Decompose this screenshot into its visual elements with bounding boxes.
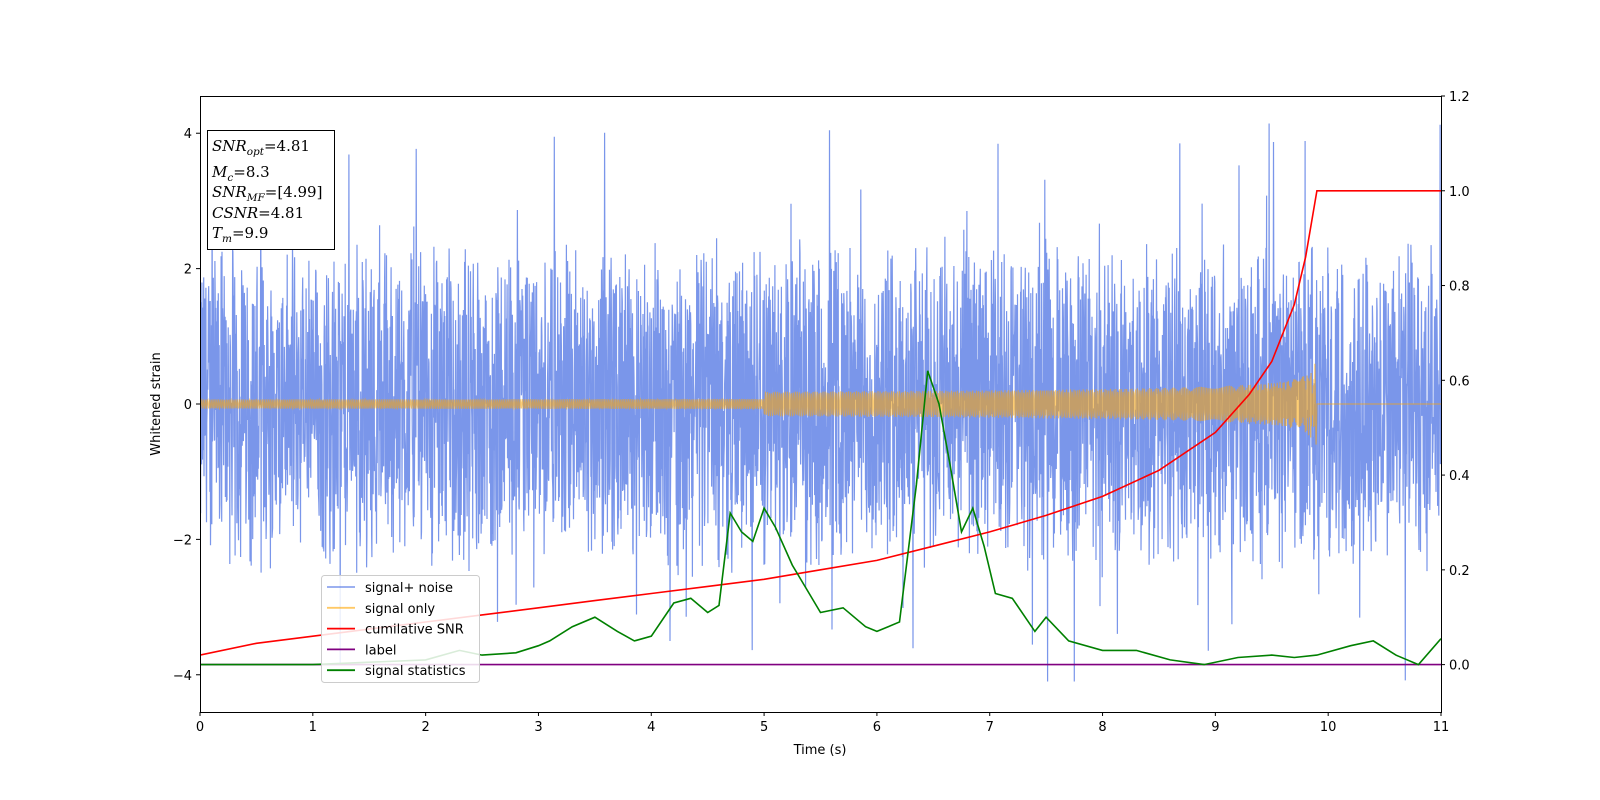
signal-plus-noise-line: [200, 123, 1441, 682]
x-tick-label: 8: [1098, 720, 1106, 735]
x-tick-label: 9: [1211, 720, 1219, 735]
x-axis-label: Time (s): [793, 743, 847, 758]
x-tick-label: 3: [534, 720, 542, 735]
y-tick-label: 4: [184, 127, 192, 142]
y-tick-label: 2: [184, 263, 192, 278]
y-tick-label: −4: [173, 669, 192, 684]
y2-tick-label: 0.8: [1449, 280, 1470, 295]
y2-tick-label: 0.0: [1449, 659, 1470, 674]
x-tick-label: 5: [760, 720, 768, 735]
y-tick-label: 0: [184, 398, 192, 413]
x-tick-label: 10: [1320, 720, 1337, 735]
legend-entry-label: signal only: [365, 602, 435, 617]
legend-entry-label: label: [365, 643, 396, 658]
y2-tick-label: 0.6: [1449, 374, 1470, 389]
axes-frame: [200, 96, 1442, 713]
y-axis-label: Whitened strain: [149, 352, 164, 455]
signal-only-line: [200, 363, 1441, 445]
legend-entry-label: cumilative SNR: [365, 623, 464, 638]
x-tick-label: 1: [309, 720, 317, 735]
x-tick-label: 7: [986, 720, 994, 735]
x-tick-label: 4: [647, 720, 655, 735]
annotation-frame: [207, 130, 335, 250]
y2-tick-label: 1.0: [1449, 185, 1470, 200]
legend-frame: [321, 575, 480, 683]
annotation-line: SNRopt=4.81: [212, 137, 310, 158]
y2-tick-label: 0.2: [1449, 564, 1470, 579]
x-tick-label: 0: [196, 720, 204, 735]
legend-entry-label: signal statistics: [365, 664, 466, 679]
annotation-line: SNRMF=[4.99]: [212, 183, 322, 204]
legend: signal+ noise signal only cumilative SNR la…: [321, 575, 480, 683]
annotation-line: Tm=9.9: [212, 224, 268, 245]
legend-entry-label: signal+ noise: [365, 581, 453, 596]
annotation-line: Mc=8.3: [211, 163, 270, 184]
x-tick-label: 6: [873, 720, 881, 735]
signal-statistics-line: [200, 370, 1441, 666]
x-tick-label: 11: [1433, 720, 1450, 735]
y2-tick-label: 1.2: [1449, 90, 1470, 105]
y-tick-label: −2: [173, 533, 192, 548]
y2-tick-label: 0.4: [1449, 469, 1470, 484]
x-tick-label: 2: [421, 720, 429, 735]
axis-ticks: 0 1 2 3 4 5 6 7 8 9 10 11 −4 −2 0 2 4 0.0 0.2 0.4 0.6 0.8 1.0 1…: [173, 90, 1470, 735]
annotation-line: CSNR=4.81: [212, 204, 304, 222]
